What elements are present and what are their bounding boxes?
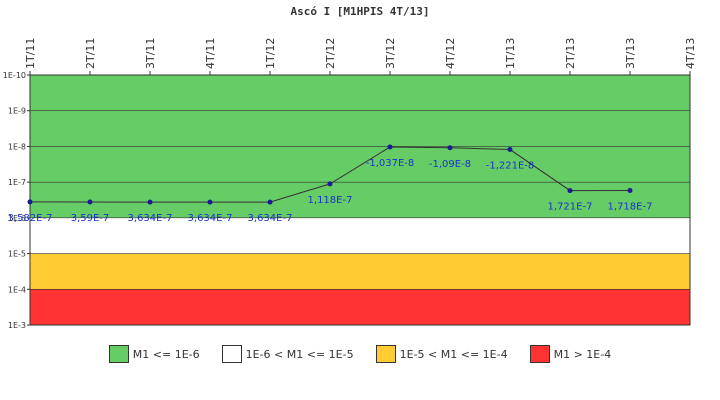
data-label: 3,582E-7	[8, 213, 53, 224]
legend-label: M1 > 1E-4	[553, 347, 612, 361]
legend-label: 1E-6 < M1 <= 1E-5	[245, 347, 354, 361]
legend-swatch	[529, 345, 550, 363]
data-label: -1,037E-8	[366, 158, 415, 169]
legend-item: 1E-5 < M1 <= 1E-4	[375, 345, 508, 363]
legend-swatch	[108, 345, 129, 363]
legend-item: M1 > 1E-4	[529, 345, 612, 363]
data-point	[147, 199, 153, 205]
data-label: 1,718E-7	[608, 202, 653, 213]
x-tick-label: 2T/11	[84, 38, 97, 69]
legend-label: 1E-5 < M1 <= 1E-4	[399, 347, 508, 361]
data-point	[627, 188, 633, 194]
legend-item: M1 <= 1E-6	[108, 345, 200, 363]
x-tick-label: 3T/11	[144, 38, 157, 69]
x-tick-label: 1T/12	[264, 38, 277, 69]
chart: Ascó I [M1HPIS 4T/13] 1T/11 2T/11 3T/11 4T/…	[3, 5, 697, 330]
x-tick-label: 3T/13	[624, 38, 637, 69]
y-tick-label: 1E-7	[8, 178, 26, 187]
data-point	[87, 199, 93, 205]
legend-swatch	[221, 345, 242, 363]
data-point	[27, 199, 33, 205]
data-point	[567, 188, 573, 194]
legend-item: 1E-6 < M1 <= 1E-5	[221, 345, 354, 363]
data-label: 3,634E-7	[128, 213, 173, 224]
data-point	[267, 199, 273, 205]
y-tick-label: 1E-9	[8, 107, 26, 116]
series-layer	[27, 144, 633, 205]
x-tick-label: 4T/12	[444, 38, 457, 69]
x-tick-label: 4T/11	[204, 38, 217, 69]
data-point	[387, 144, 393, 150]
axis-layer: 1T/11 2T/11 3T/11 4T/11 1T/12 2T/12 3T/12 4T/12…	[3, 38, 697, 330]
x-tick-label: 1T/13	[504, 38, 517, 69]
labels-layer: 3,582E-7 3,59E-7 3,634E-7 3,634E-7 3,634E-7 1…	[8, 158, 653, 224]
x-tick-label: 3T/12	[384, 38, 397, 69]
legend-swatch	[375, 345, 396, 363]
data-label: 1,721E-7	[548, 202, 593, 213]
chart-title: Ascó I [M1HPIS 4T/13]	[290, 5, 429, 18]
bands-layer	[30, 75, 690, 325]
y-tick-label: 1E-6	[8, 214, 26, 223]
data-label: -1,09E-8	[429, 159, 471, 170]
data-label: 3,634E-7	[188, 213, 233, 224]
data-point	[507, 147, 513, 153]
x-tick-label: 2T/12	[324, 38, 337, 69]
band-1	[30, 217, 690, 254]
data-point	[207, 199, 213, 205]
y-tick-label: 1E-10	[3, 71, 26, 80]
data-label: 3,59E-7	[71, 213, 110, 224]
data-point	[327, 181, 333, 187]
y-tick-label: 1E-5	[8, 250, 26, 259]
x-tick-label: 4T/13	[684, 38, 697, 69]
x-tick-label: 1T/11	[24, 38, 37, 69]
legend: M1 <= 1E-6 1E-6 < M1 <= 1E-5 1E-5 < M1 <= …	[0, 345, 720, 363]
data-label: 1,118E-7	[308, 195, 353, 206]
legend-label: M1 <= 1E-6	[132, 347, 200, 361]
y-tick-label: 1E-3	[8, 321, 26, 330]
band-2	[30, 253, 690, 290]
data-point	[447, 145, 453, 151]
y-tick-label: 1E-4	[8, 285, 26, 294]
y-tick-label: 1E-8	[8, 142, 26, 151]
data-label: 3,634E-7	[248, 213, 293, 224]
band-3	[30, 289, 690, 325]
data-label: -1,221E-8	[486, 161, 535, 172]
x-tick-label: 2T/13	[564, 38, 577, 69]
